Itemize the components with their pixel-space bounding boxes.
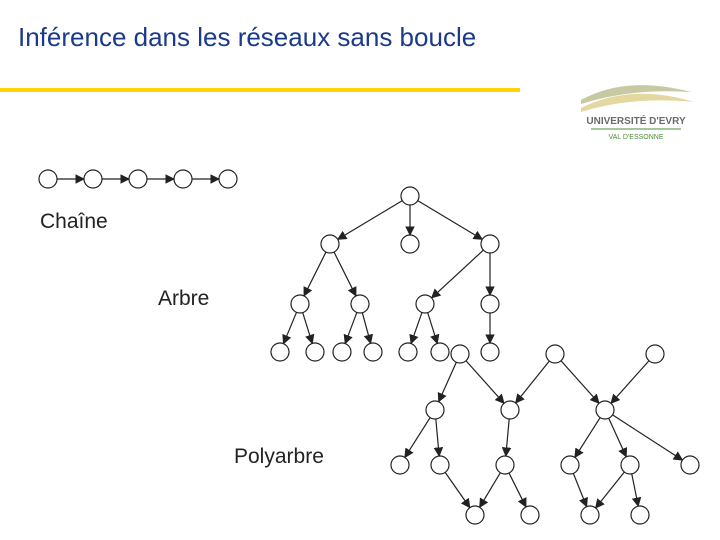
graph-node xyxy=(39,170,57,188)
graph-node xyxy=(646,345,664,363)
graph-node xyxy=(84,170,102,188)
tree-label: Arbre xyxy=(158,287,209,311)
graph-node xyxy=(401,187,419,205)
university-logo: UNIVERSITÉ D'EVRY VAL D'ESSONNE xyxy=(576,80,696,150)
chain-label: Chaîne xyxy=(40,210,108,234)
chain-diagram xyxy=(18,165,258,195)
graph-node xyxy=(501,401,519,419)
graph-node xyxy=(481,295,499,313)
graph-edge xyxy=(418,201,483,240)
graph-node xyxy=(521,506,539,524)
graph-edge xyxy=(575,418,600,458)
graph-edge xyxy=(596,472,625,508)
graph-edge xyxy=(561,361,599,404)
graph-node xyxy=(451,345,469,363)
graph-node xyxy=(219,170,237,188)
graph-node xyxy=(561,456,579,474)
logo-text-top: UNIVERSITÉ D'EVRY xyxy=(586,114,686,127)
graph-edge xyxy=(609,418,627,457)
graph-edge xyxy=(611,361,649,404)
graph-node xyxy=(174,170,192,188)
graph-edge xyxy=(439,362,457,402)
graph-node xyxy=(431,456,449,474)
graph-node xyxy=(546,345,564,363)
logo-text-bottom: VAL D'ESSONNE xyxy=(608,134,663,141)
graph-node xyxy=(496,456,514,474)
graph-edge xyxy=(480,473,501,508)
graph-node xyxy=(596,401,614,419)
graph-node xyxy=(631,506,649,524)
graph-node xyxy=(481,235,499,253)
graph-edge xyxy=(445,472,470,507)
title-separator xyxy=(0,88,520,92)
polytree-diagram xyxy=(380,340,710,535)
polytree-label: Polyarbre xyxy=(234,445,324,469)
graph-node xyxy=(581,506,599,524)
graph-edge xyxy=(283,312,296,343)
graph-edge xyxy=(516,361,550,403)
graph-edge xyxy=(303,313,313,344)
graph-edge xyxy=(632,474,638,506)
graph-edge xyxy=(338,201,403,240)
graph-edge xyxy=(436,419,439,456)
graph-node xyxy=(466,506,484,524)
graph-edge xyxy=(362,313,370,344)
graph-node xyxy=(426,401,444,419)
graph-node xyxy=(306,343,324,361)
graph-node xyxy=(291,295,309,313)
graph-edge xyxy=(506,419,509,456)
graph-node xyxy=(271,343,289,361)
graph-edge xyxy=(432,250,484,298)
graph-node xyxy=(391,456,409,474)
graph-edge xyxy=(466,361,504,404)
graph-edge xyxy=(509,473,526,507)
graph-edge xyxy=(334,252,356,296)
graph-edge xyxy=(428,313,438,344)
graph-node xyxy=(621,456,639,474)
graph-edge xyxy=(304,252,326,296)
graph-node xyxy=(321,235,339,253)
slide: Inférence dans les réseaux sans boucle U… xyxy=(0,0,720,540)
graph-edge xyxy=(345,312,357,343)
graph-node xyxy=(333,343,351,361)
graph-node xyxy=(129,170,147,188)
graph-edge xyxy=(613,415,683,460)
graph-node xyxy=(351,295,369,313)
graph-edge xyxy=(411,312,422,343)
graph-node xyxy=(416,295,434,313)
graph-node xyxy=(681,456,699,474)
graph-edge xyxy=(573,473,586,506)
graph-edge xyxy=(405,418,430,458)
graph-node xyxy=(401,235,419,253)
page-title: Inférence dans les réseaux sans boucle xyxy=(18,22,476,53)
